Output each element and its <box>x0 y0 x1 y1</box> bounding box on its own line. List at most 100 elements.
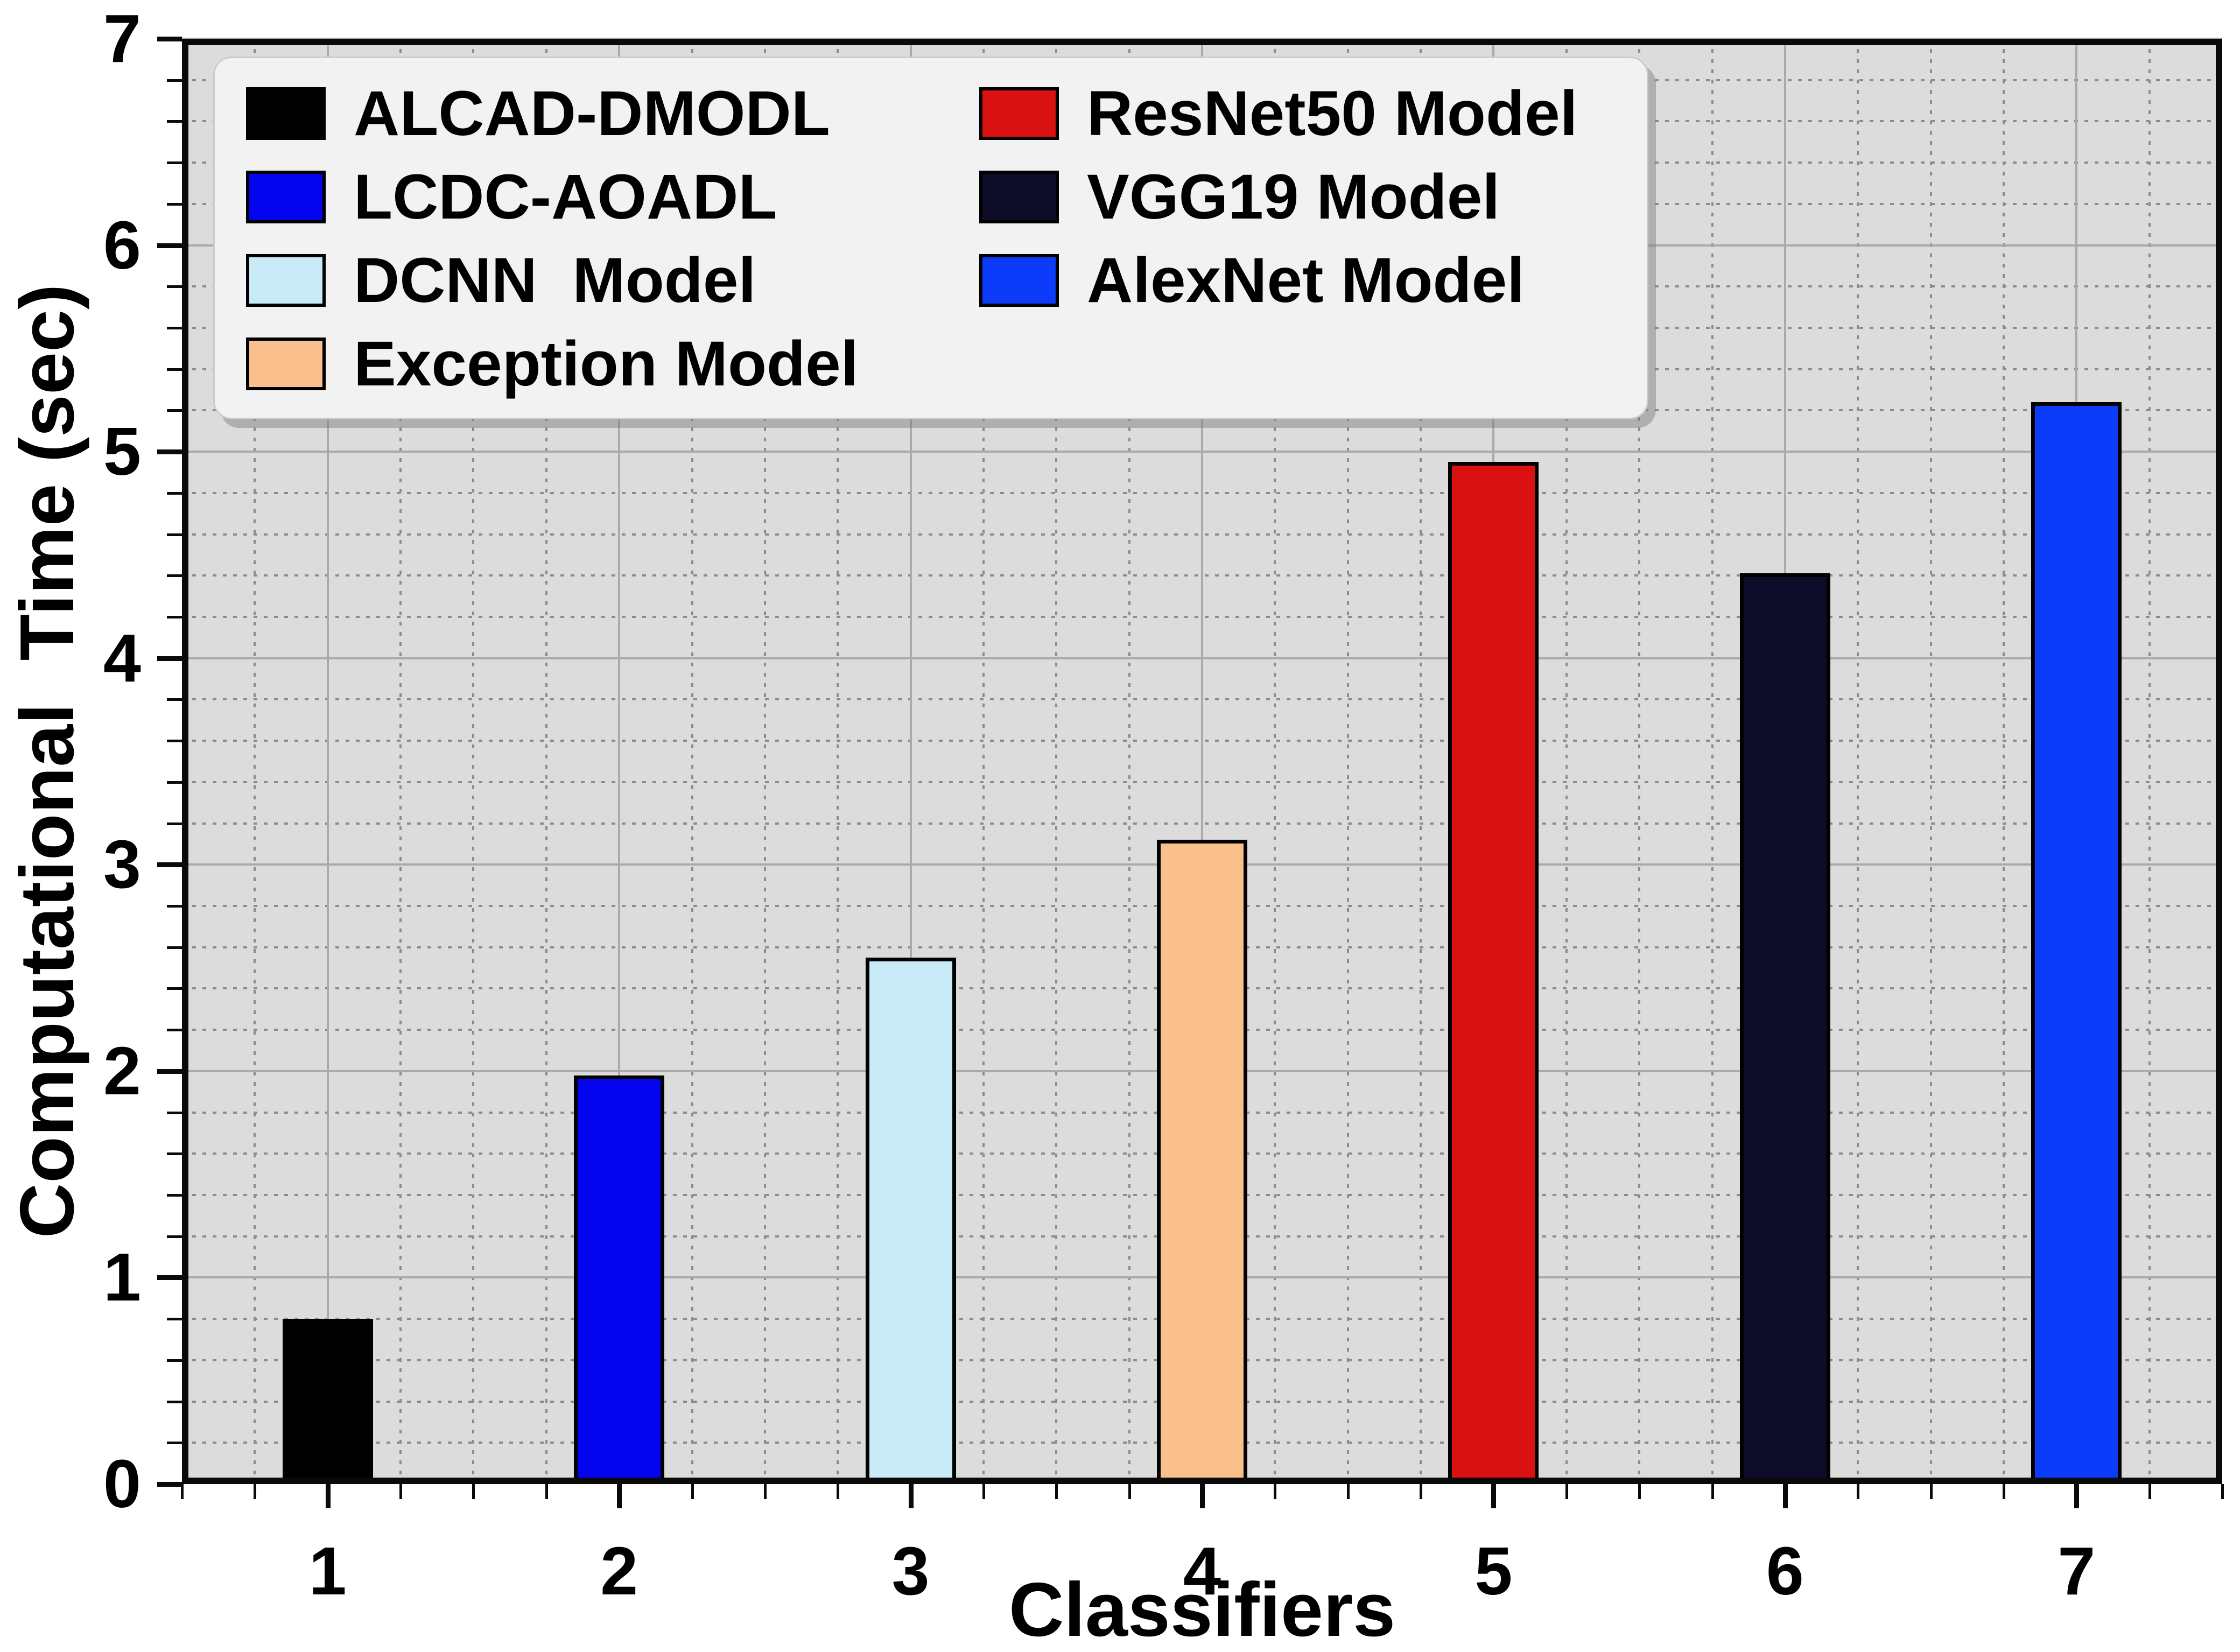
major-gridline-vertical <box>618 39 621 1484</box>
y-minor-tick <box>167 327 182 329</box>
legend-swatch-exception <box>246 337 326 390</box>
y-minor-tick <box>167 698 182 701</box>
minor-gridline-vertical <box>691 39 693 1484</box>
legend-item: Exception Model <box>246 322 859 405</box>
y-major-tick <box>157 449 182 455</box>
x-minor-tick <box>1346 1484 1350 1499</box>
bar <box>2031 402 2122 1484</box>
x-minor-tick <box>1857 1484 1860 1499</box>
y-tick-label: 2 <box>103 1032 141 1109</box>
legend-label: VGG19 Model <box>1087 161 1500 233</box>
y-axis-label: Computational Time (sec) <box>4 284 90 1239</box>
legend-label: ALCAD-DMODL <box>354 78 830 149</box>
x-minor-tick <box>181 1484 184 1499</box>
minor-gridline-vertical <box>1128 39 1130 1484</box>
y-tick-label: 4 <box>103 620 141 696</box>
legend-swatch-resnet50 <box>979 87 1059 140</box>
y-tick-label: 3 <box>103 826 141 903</box>
y-minor-tick <box>167 409 182 412</box>
bar <box>282 1319 373 1484</box>
x-major-tick <box>1782 1484 1788 1508</box>
y-minor-tick <box>167 491 182 495</box>
x-minor-tick <box>1565 1484 1568 1499</box>
y-minor-tick <box>167 1152 182 1156</box>
x-minor-tick <box>1638 1484 1641 1499</box>
x-major-tick <box>325 1484 331 1508</box>
legend-item: DCNN Model <box>246 238 756 322</box>
bar <box>1739 573 1830 1484</box>
legend-swatch-vgg19 <box>979 170 1059 223</box>
y-tick-label: 0 <box>103 1446 141 1522</box>
minor-gridline-vertical <box>1929 39 1932 1484</box>
major-gridline-horizontal <box>182 451 2222 453</box>
bar <box>865 957 956 1484</box>
minor-gridline-vertical <box>2002 39 2005 1484</box>
minor-gridline-vertical <box>545 39 547 1484</box>
minor-gridline-vertical <box>399 39 402 1484</box>
legend-swatch-alexnet <box>979 254 1059 307</box>
y-minor-tick <box>167 79 182 82</box>
y-major-tick <box>157 243 182 248</box>
legend-swatch-lcdc-aoadl <box>246 170 326 223</box>
major-gridline-vertical <box>909 39 912 1484</box>
legend-item: ResNet50 Model <box>979 72 1578 155</box>
legend-label: DCNN Model <box>354 244 756 316</box>
x-minor-tick <box>1929 1484 1933 1499</box>
x-minor-tick <box>1274 1484 1277 1499</box>
minor-gridline-vertical <box>1055 39 1058 1484</box>
x-minor-tick <box>763 1484 767 1499</box>
minor-gridline-vertical <box>1346 39 1349 1484</box>
x-tick-label: 2 <box>600 1533 638 1609</box>
y-minor-tick <box>167 1318 182 1321</box>
x-tick-label: 3 <box>891 1533 930 1609</box>
x-major-tick <box>1491 1484 1497 1508</box>
y-minor-tick <box>167 574 182 578</box>
y-minor-tick <box>167 1359 182 1362</box>
y-minor-tick <box>167 285 182 289</box>
x-major-tick <box>1200 1484 1205 1508</box>
spine-right <box>2216 39 2222 1484</box>
plot-area: ALCAD-DMODL LCDC-AOADL DCNN Model Exception… <box>182 38 2222 1484</box>
minor-gridline-vertical <box>1420 39 1422 1484</box>
minor-gridline-vertical <box>472 39 475 1484</box>
x-minor-tick <box>254 1484 257 1499</box>
major-gridline-horizontal <box>182 657 2222 659</box>
major-gridline-vertical <box>326 39 329 1484</box>
y-minor-tick <box>167 905 182 908</box>
x-minor-tick <box>1055 1484 1058 1499</box>
legend: ALCAD-DMODL LCDC-AOADL DCNN Model Exception… <box>213 57 1648 419</box>
x-minor-tick <box>2148 1484 2151 1499</box>
minor-gridline-vertical <box>254 39 256 1484</box>
y-minor-tick <box>167 368 182 371</box>
y-minor-tick <box>167 781 182 784</box>
y-minor-tick <box>167 822 182 825</box>
x-major-tick <box>908 1484 914 1508</box>
y-minor-tick <box>167 202 182 206</box>
legend-label: ResNet50 Model <box>1087 78 1578 149</box>
y-minor-tick <box>167 120 182 123</box>
x-tick-label: 4 <box>1183 1533 1221 1609</box>
minor-gridline-vertical <box>763 39 766 1484</box>
x-minor-tick <box>837 1484 840 1499</box>
x-minor-tick <box>1420 1484 1423 1499</box>
y-minor-tick <box>167 987 182 990</box>
y-minor-tick <box>167 1235 182 1238</box>
legend-label: LCDC-AOADL <box>354 161 777 233</box>
x-tick-label: 7 <box>2058 1533 2096 1609</box>
y-minor-tick <box>167 533 182 536</box>
minor-gridline-vertical <box>1638 39 1641 1484</box>
x-minor-tick <box>691 1484 694 1499</box>
y-minor-tick <box>167 1111 182 1114</box>
legend-label: Exception Model <box>354 328 859 399</box>
y-minor-tick <box>167 1400 182 1403</box>
y-major-tick <box>157 656 182 661</box>
legend-item: VGG19 Model <box>979 155 1500 238</box>
legend-item: LCDC-AOADL <box>246 155 777 238</box>
y-major-tick <box>157 862 182 868</box>
y-minor-tick <box>167 161 182 165</box>
y-minor-tick <box>167 1194 182 1197</box>
legend-label: AlexNet Model <box>1087 244 1525 316</box>
y-major-tick <box>157 1482 182 1487</box>
y-minor-tick <box>167 616 182 618</box>
